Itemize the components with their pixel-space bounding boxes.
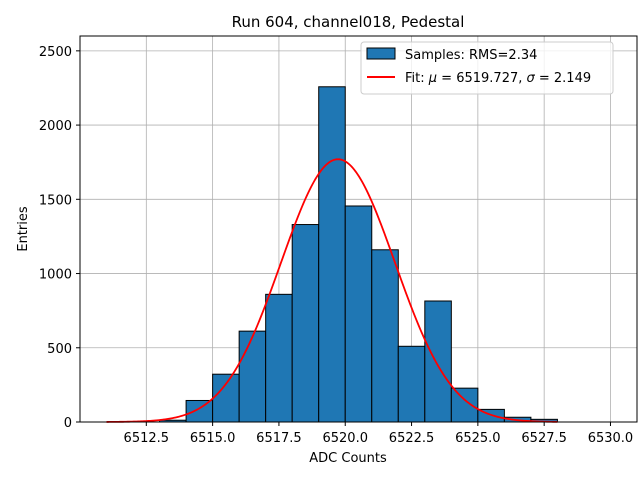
y-tick-label: 500 [47,342,72,357]
histogram-bar [238,330,267,423]
y-tick-label: 1500 [39,193,72,208]
plot-frame [79,35,638,423]
histogram-bar [450,387,479,423]
y-axis-ticks: 0 500 1000 1500 2000 2500 [39,45,80,431]
gaussian-fit [106,158,558,423]
chart-title: Run 604, channel018, Pedestal [232,13,465,31]
histogram-bar [212,373,240,423]
x-tick-label: 6515.0 [190,431,236,446]
fit-curve [106,158,558,423]
legend-label-samples: Samples: RMS=2.34 [405,48,537,63]
x-tick-label: 6527.5 [521,431,567,446]
histogram-bar [344,205,373,423]
x-axis-label: ADC Counts [309,451,387,466]
histogram-bars [159,86,558,423]
histogram-bar [291,224,320,423]
histogram-bar [185,399,214,423]
x-tick-label: 6525.0 [455,431,501,446]
histogram-bar [424,300,452,423]
x-tick-label: 6517.5 [256,431,302,446]
x-tick-label: 6530.0 [588,431,634,446]
y-tick-label: 1000 [39,268,72,283]
x-tick-label: 6512.5 [124,431,170,446]
x-tick-label: 6522.5 [389,431,435,446]
y-tick-label: 0 [64,416,72,431]
histogram-bar [371,249,399,423]
y-tick-label: 2000 [39,119,72,134]
x-axis-ticks: 6512.5 6515.0 6517.5 6520.0 6522.5 6525.0 6527… [124,422,634,446]
legend-frame [360,41,614,95]
histogram-bar [397,345,426,423]
legend-label-fit: Fit: μ = 6519.727, σ = 2.149 [405,71,591,86]
y-axis-label: Entries [16,206,31,252]
legend-swatch-samples [366,47,396,60]
histogram-bar [318,86,346,423]
y-tick-label: 2500 [39,45,72,60]
legend: Samples: RMS=2.34 Fit: μ = 6519.727, σ =… [360,41,614,95]
histogram-bar [265,293,293,423]
x-tick-label: 6520.0 [322,431,368,446]
